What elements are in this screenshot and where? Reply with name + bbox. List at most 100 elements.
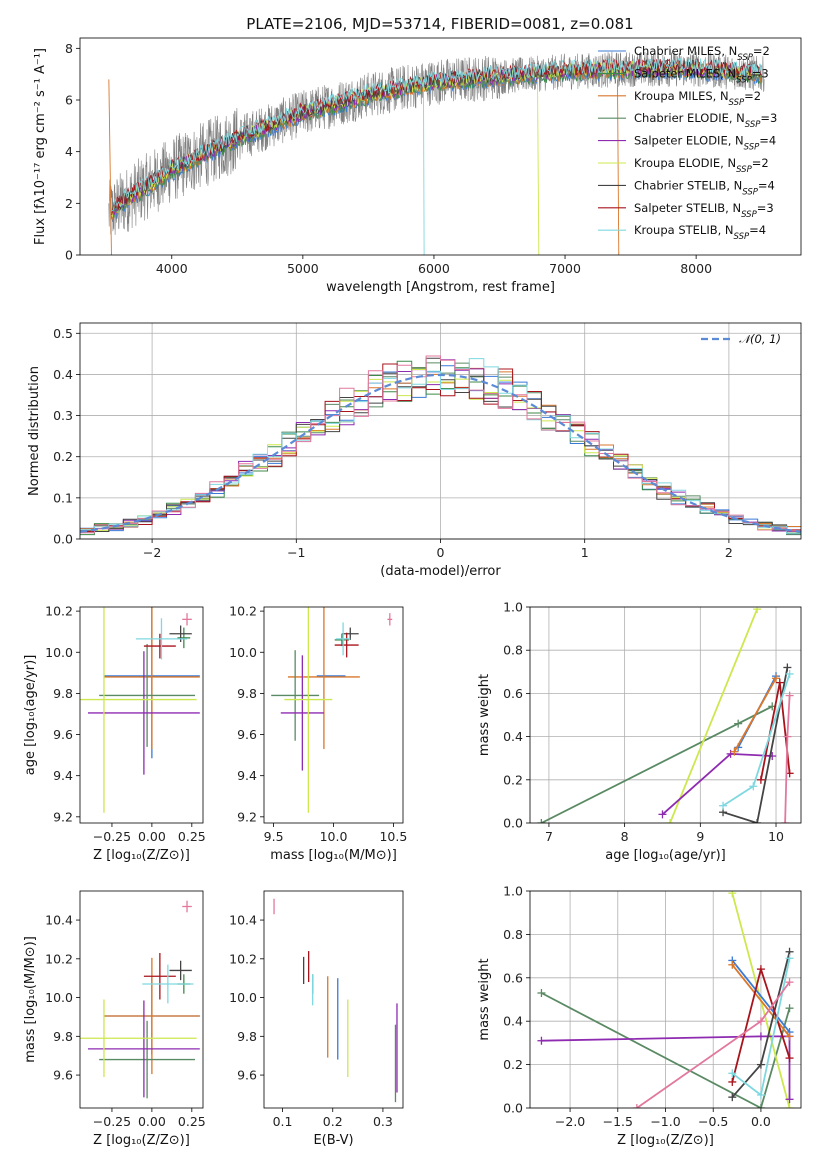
legend-label-text: Chabrier MILES, N <box>634 44 737 58</box>
residuals-xlabel: (data-model)/error <box>380 564 501 579</box>
legend-label-text: Kroupa ELODIE, N <box>634 156 736 170</box>
weight-line <box>661 752 773 816</box>
legend-label-sub: SSP <box>742 187 758 197</box>
weight_vs_Z-xlabel: Z [log₁₀(Z/Z⊙)] <box>617 1133 714 1148</box>
age_vs_Z-xtick-label: 0.00 <box>138 829 166 844</box>
weight-line <box>541 992 791 1108</box>
weight_vs_Z-ytick-label: 0.8 <box>503 927 523 942</box>
spectrum-ytick-label: 4 <box>65 144 73 159</box>
weight_vs_age-ylabel: mass weight <box>477 674 492 756</box>
mass_vs_Z-xlabel: Z [log₁₀(Z/Z⊙)] <box>93 1133 190 1148</box>
age_vs_mass-xtick-label: 10.5 <box>379 829 407 844</box>
legend-label-sub: SSP <box>736 165 752 175</box>
age_vs_mass-frame <box>263 606 404 824</box>
legend-label-suffix: =3 <box>757 201 774 215</box>
weight_vs_age-frame <box>529 606 802 824</box>
legend-label-suffix: =3 <box>760 111 777 125</box>
age_vs_Z-xtick-label: 0.25 <box>178 829 206 844</box>
spectrum-ytick-label: 8 <box>65 41 73 56</box>
legend-label: Kroupa ELODIE, NSSP=2 <box>634 156 769 175</box>
residuals-xtick-label: −1 <box>287 545 305 560</box>
mass_vs_EBV-ytick-label: 10.0 <box>229 990 257 1005</box>
weight_vs_age-xtick-label: 9 <box>696 829 704 844</box>
weight_vs_Z-xtick-label: −0.5 <box>698 1114 728 1129</box>
weight_vs_age-ytick-label: 0.6 <box>503 686 523 701</box>
residuals-xtick-label: −2 <box>143 545 161 560</box>
mass_vs_Z-marks <box>80 900 200 1099</box>
spectrum-xtick-label: 5000 <box>287 261 319 276</box>
weight_vs_age-ytick-label: 0.4 <box>503 729 523 744</box>
mass_vs_Z-ytick-label: 10.2 <box>45 951 73 966</box>
legend-label-text: Chabrier STELIB, N <box>634 178 742 192</box>
spectrum-artifact-line <box>617 79 620 255</box>
spectrum-xtick-label: 7000 <box>549 261 581 276</box>
age_vs_mass-panel: 9.5 10.0 10.5 9.2 9.4 9.6 9.8 10.0 10.2 mass [log… <box>229 604 407 863</box>
mass_vs_EBV-panel: 0.1 0.2 0.3 9.6 9.8 10.0 10.2 10.4 E(B-V) <box>229 890 404 1148</box>
legend-label-text: Kroupa MILES, N <box>634 89 729 103</box>
age_vs_mass-ytick-label: 9.6 <box>237 727 257 742</box>
spectrum-frame <box>79 37 802 256</box>
weight-line <box>722 667 789 823</box>
spectrum-ytick-label: 2 <box>65 196 73 211</box>
mass_vs_Z-xtick-label: −0.25 <box>93 1114 131 1129</box>
residuals-panel: −2 −1 0 1 2 0.0 0.1 0.2 0.3 0.4 0.5 (data-model)/er… <box>27 322 802 579</box>
mass_vs_Z-ytick-label: 9.8 <box>53 1029 73 1044</box>
age_vs_mass-xtick-label: 10.0 <box>320 829 348 844</box>
weight_vs_age-xtick-label: 8 <box>621 829 629 844</box>
weight_vs_age-xlabel: age [log₁₀(age/yr)] <box>605 848 726 863</box>
residual-histogram-step <box>80 363 801 532</box>
weight_vs_Z-xtick-label: −2.0 <box>555 1114 585 1129</box>
mass_vs_Z-ylabel: mass [log₁₀(M/M⊙)] <box>23 936 38 1063</box>
legend-label-text: Kroupa STELIB, N <box>634 223 734 237</box>
weight_vs_age-ytick-label: 0.2 <box>503 772 523 787</box>
age_vs_Z-ytick-label: 10.0 <box>45 645 73 660</box>
age_vs_mass-ytick-label: 9.4 <box>237 768 257 783</box>
legend-label-suffix: =2 <box>744 89 761 103</box>
model-spectrum-line <box>111 58 762 213</box>
age_vs_Z-ytick-label: 9.8 <box>53 686 73 701</box>
weight_vs_age-panel: 7 8 9 10 0.0 0.2 0.4 0.6 0.8 1.0 age [log₁₀(age/yr… <box>477 600 802 863</box>
residual-histogram-step <box>80 358 801 535</box>
weight-line <box>669 608 758 823</box>
spectrum-xlabel: wavelength [Angstrom, rest frame] <box>326 280 555 295</box>
legend-label-sub: SSP <box>734 232 750 242</box>
spectrum-ylabel: Flux [fλ10⁻¹⁷ erg cm⁻² s⁻¹ A⁻¹] <box>33 48 48 245</box>
spectrum-ytick-label: 0 <box>65 248 73 263</box>
age_vs_Z-xlabel: Z [log₁₀(Z/Z⊙)] <box>93 848 190 863</box>
weight_vs_age-ytick-label: 0.0 <box>503 816 523 831</box>
age_vs_Z-panel: −0.25 0.00 0.25 9.2 9.4 9.6 9.8 10.0 10.2 Z [log₁… <box>23 604 206 863</box>
legend-label: Chabrier STELIB, NSSP=4 <box>634 178 775 197</box>
residuals-ytick-label: 0.1 <box>53 490 73 505</box>
weight_vs_Z-xtick-label: −1.0 <box>650 1114 680 1129</box>
age_vs_mass-ytick-label: 9.2 <box>237 809 257 824</box>
mass_vs_Z-ytick-label: 9.6 <box>53 1068 73 1083</box>
residuals-xtick-label: 1 <box>581 545 589 560</box>
normal-curve-line <box>80 373 801 533</box>
weight_vs_Z-ytick-label: 0.2 <box>503 1057 523 1072</box>
spectrum-xtick-label: 6000 <box>418 261 450 276</box>
weight_vs_Z-panel: −2.0 −1.5 −1.0 −0.5 0.0 0.0 0.2 0.4 0.6 0.8 1.0 Z [… <box>477 884 802 1148</box>
mass_vs_EBV-marks <box>273 898 398 1103</box>
mass_vs_EBV-ytick-label: 9.6 <box>237 1068 257 1083</box>
weight_vs_Z-ytick-label: 0.6 <box>503 970 523 985</box>
legend-label-sub: SSP <box>729 98 745 108</box>
legend-label: Salpeter ELODIE, NSSP=4 <box>634 134 776 153</box>
weight_vs_age-ytick-label: 0.8 <box>503 643 523 658</box>
residuals-marks <box>80 355 801 536</box>
legend-label: Chabrier ELODIE, NSSP=3 <box>634 111 777 130</box>
legend-label-sub: SSP <box>737 53 753 63</box>
legend-label-text: Salpeter ELODIE, N <box>634 134 744 148</box>
legend-label-suffix: =4 <box>758 178 775 192</box>
mass_vs_EBV-frame <box>263 890 404 1109</box>
age_vs_Z-xtick-label: −0.25 <box>93 829 131 844</box>
figure-title: PLATE=2106, MJD=53714, FIBERID=0081, z=0… <box>246 15 633 33</box>
weight-line <box>731 959 791 1033</box>
legend-label-suffix: =2 <box>753 44 770 58</box>
residual-histogram-step <box>80 355 801 534</box>
spectrum-marks <box>108 51 765 255</box>
mass_vs_Z-ytick-label: 10.4 <box>45 913 73 928</box>
spectrum-artifact-line <box>537 79 540 255</box>
age_vs_mass-ytick-label: 9.8 <box>237 686 257 701</box>
residuals-ytick-label: 0.2 <box>53 449 73 464</box>
